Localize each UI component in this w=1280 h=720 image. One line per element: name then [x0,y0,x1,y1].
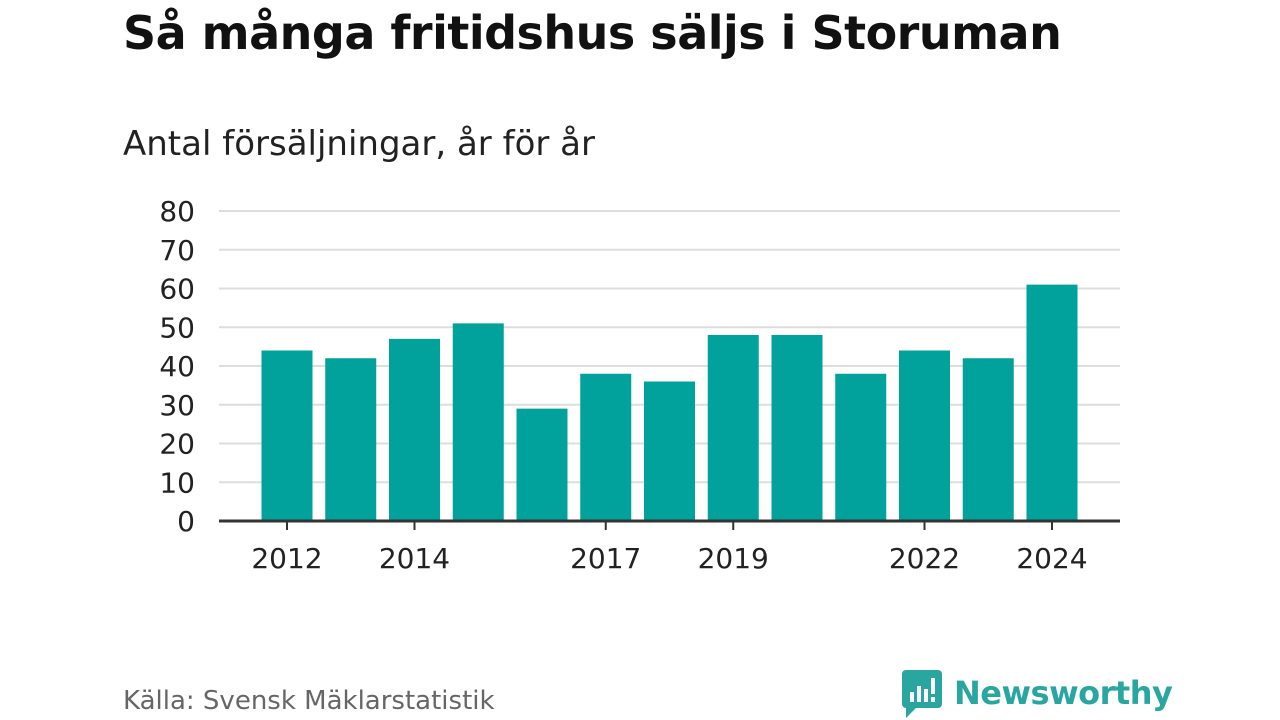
bars [261,284,1078,521]
y-tick-label: 60 [159,273,195,306]
y-tick-label: 70 [159,234,195,267]
x-tick-label: 2022 [889,542,960,575]
bar-2020 [771,335,823,521]
bar-2015 [452,323,504,521]
bar-2014 [389,338,440,521]
bar-2019 [707,335,759,521]
bar-2022 [899,350,950,521]
bar-2016 [516,408,568,521]
bar-2012 [261,350,313,521]
axes: 0 10 20 30 40 50 60 70 80 2012 2014 2017 2019 2022 202… [159,195,1120,575]
chart-subtitle: Antal försäljningar, år för år [123,124,595,164]
x-tick-label: 2014 [379,542,450,575]
bar-2018 [644,381,695,521]
source-note: Källa: Svensk Mäklarstatistik [123,686,495,716]
x-tick-label: 2012 [251,542,322,575]
y-tick-label: 30 [159,389,195,422]
y-tick-label: 20 [159,428,195,461]
y-tick-label: 10 [159,466,195,499]
chart-title: Så många fritidshus säljs i Storuman [123,6,1062,60]
x-tick-label: 2024 [1016,542,1087,575]
y-tick-label: 0 [177,505,195,538]
brand-logo: Newsworthy [902,668,1173,718]
bar-2017 [580,373,632,521]
bar-2013 [325,358,377,521]
brand-name: Newsworthy [954,674,1173,712]
y-tick-label: 80 [159,195,195,228]
y-tick-label: 50 [159,311,195,344]
y-tick-label: 40 [159,350,195,383]
x-tick-label: 2019 [698,542,769,575]
x-tick-label: 2017 [570,542,641,575]
bar-2021 [835,373,887,521]
bar-2023 [962,358,1014,521]
bar-chart-bubble-icon [902,670,942,718]
bar-2024 [1026,284,1078,521]
